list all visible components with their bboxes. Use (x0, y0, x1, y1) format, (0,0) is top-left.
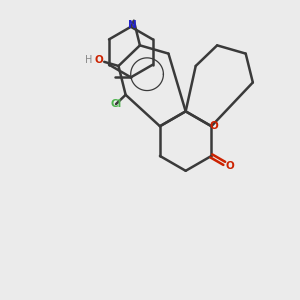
Text: O: O (225, 161, 234, 171)
Text: Cl: Cl (110, 99, 122, 109)
Text: H: H (85, 56, 92, 65)
Text: O: O (95, 56, 103, 65)
Text: O: O (209, 121, 218, 131)
Text: N: N (128, 20, 137, 30)
